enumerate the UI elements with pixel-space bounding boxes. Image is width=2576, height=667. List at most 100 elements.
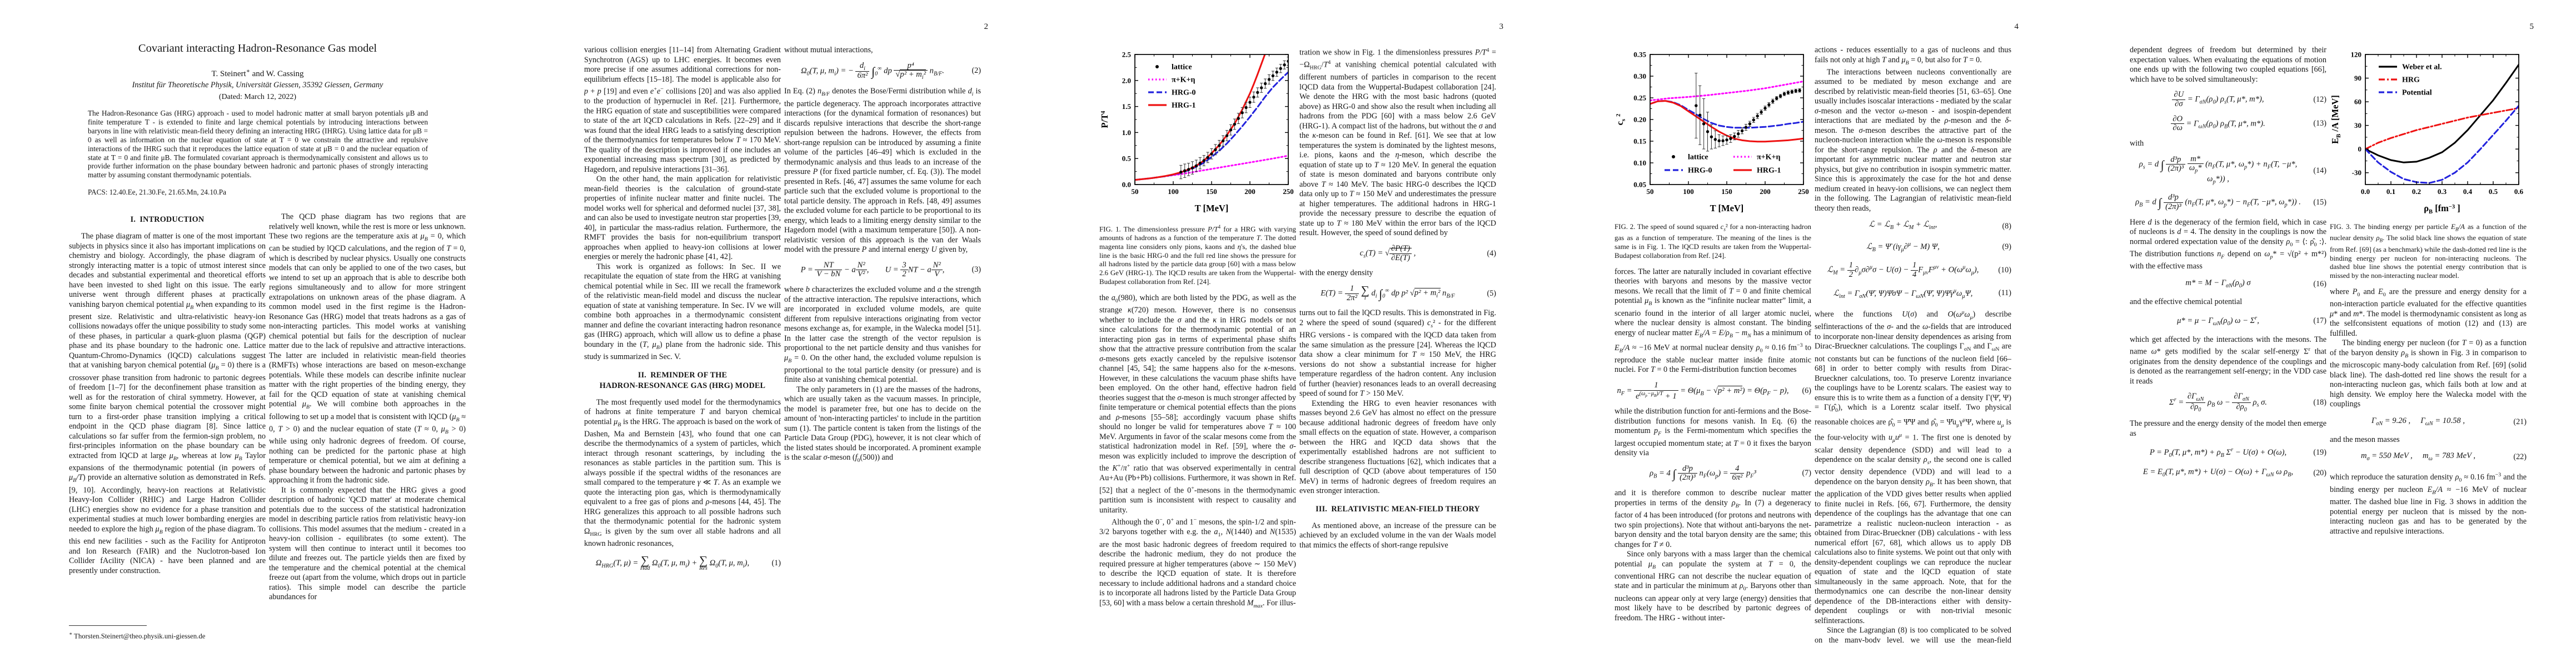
section-heading: I. INTRODUCTION [130,215,205,224]
paragraph: actions - reduces essentially to a gas o… [1815,46,2011,66]
svg-text:EB /A [MeV]: EB /A [MeV] [2330,95,2342,144]
equation-number: (16) [2313,280,2326,289]
column-left: dependent degrees of freedom but determi… [2130,46,2326,643]
svg-text:0.1: 0.1 [2386,187,2395,196]
equation: m* = M − ΓσN(ρ0) σ (16) [2130,278,2326,291]
paragraph: The only parameters in (1) are the masse… [784,385,981,464]
equation: ΩHRG(T, μ) = ∑ Had Ω0(T, μ, mi) + ∑ Res Ω0… [584,553,781,571]
column-right: 0.0 0.1 0.2 0.3 0.4 0.5 0.6 -30 0 30 60 90 120 ρB [fm… [2330,46,2527,643]
figure-plot: 50 100 150 200 250 0.0 0.5 1.0 1.5 2.0 2.5 T [MeV] P… [1099,51,1294,214]
spacer [269,207,466,212]
paragraph: with [2130,139,2144,148]
svg-text:250: 250 [1283,187,1294,196]
equation-body: cs(T) = √ ∂P(T) ∂E(T) , [1359,243,1416,262]
paragraph: It is commonly expected that the HRG giv… [269,485,466,602]
figure: 50 100 150 200 250 0.05 0.10 0.15 0.20 0.25 0.30 0.… [1615,47,1811,261]
equation: cs(T) = √ ∂P(T) ∂E(T) , (4) [1299,243,1496,263]
equation: E(T) = 1 2π² ∑ i di ∫0∞ dp p² √p² + mi² nB… [1299,284,1496,303]
svg-text:π+K+η: π+K+η [1757,153,1781,162]
page-3: 3 50 100 150 200 250 0.0 0.5 1.0 1.5 2.0 2.5 T [MeV]… [1030,0,1546,667]
svg-text:HRG: HRG [2402,76,2420,84]
page-number: 5 [2529,22,2534,31]
svg-text:0.35: 0.35 [1633,51,1646,59]
svg-text:P/T4: P/T4 [1099,111,1110,128]
svg-text:60: 60 [2354,98,2361,106]
footnote-email: ∗ Thorsten.Steinert@theo.physik.uni-gies… [69,625,266,640]
equation-number: (2) [971,66,981,76]
svg-text:0: 0 [2358,145,2362,153]
equation-body: ℒ = ℒB + ℒM + ℒint, [1869,220,1937,231]
svg-text:0.5: 0.5 [1122,155,1132,163]
page-4: 4 50 100 150 200 250 0.05 0.10 0.15 0.20 0.25 0.30 0… [1546,0,2061,667]
svg-text:1.5: 1.5 [1122,102,1132,111]
equation-number: (1) [771,558,781,568]
equation-number: (5) [1487,288,1496,298]
equation-body: nF = 1 e(ωp−μB)/T + 1 = Θ(μB − √p² + m²) … [1617,380,1789,401]
equation-body: E = E0(T, μ*, m*) + U(σ) − O(ω) + ΓωN ω … [2142,467,2294,478]
svg-text:T [MeV]: T [MeV] [1710,203,1744,213]
paragraph: In Eq. (2) nB/F denotes the Bose/Fermi d… [784,87,981,255]
paragraph: The interactions between nucleons conven… [1815,67,2011,213]
page-number: 2 [984,22,989,31]
equation: Σr = ∂ΓωN ∂ρ0 ρB ω − ∂ΓσN ∂ρ0 ρs σ. (18) [2130,392,2326,413]
equation: ℒB = Ψ̄ (iγμ∂μ − M) Ψ, (9) [1815,239,2011,255]
paragraph: where P0 and E0 are the pressure and ene… [2330,287,2527,338]
page-1: I. INTRODUCTION The phase diagram of matt… [0,0,515,667]
equation-body: ∂O ∂ω = ΓωN(ρ0) ρB(T, μ*, m*). [2130,115,2306,133]
figure-caption: FIG. 3. The binding energy per particle … [2330,223,2527,280]
paragraph: The pressure and the energy density of t… [2130,419,2326,438]
svg-text:0.6: 0.6 [2514,187,2524,196]
equation: ρB = 4 ∫ d³p (2π)³ nF(ωp) = 4 6π² pF³ (7) [1615,464,1811,483]
equation: ∂U ∂σ = ΓσN(ρ0) ρs(T, μ*, m*), (12) [2130,90,2326,109]
equation-body: ΩHRG(T, μ) = ∑ Had Ω0(T, μ, mi) + ∑ Res Ω0… [595,553,750,571]
equation: ρs = d ∫ d³p (2π)³ m* ωp* (nF(T, μ*, ωp*) … [2130,155,2326,188]
paper-pacs: PACS: 12.40.Ee, 21.30.Fe, 21.65.Mn, 24.1… [88,188,226,196]
svg-text:lattice: lattice [1688,153,1708,162]
paragraph: while the distribution function for anti… [1615,407,1811,458]
figure-chart: 50 100 150 200 250 0.0 0.5 1.0 1.5 2.0 2.5 T [MeV] P… [1099,47,1296,217]
equation-body: P = P0(T, μ*, m*) + ρB Σr − U(σ) + O(ω), [2149,447,2287,459]
paragraph: Since only baryons with a mass larger th… [1615,550,1811,623]
equation-number: (18) [2313,398,2326,407]
equation: P = P0(T, μ*, m*) + ρB Σr − U(σ) + O(ω),… [2130,445,2326,461]
svg-text:0.3: 0.3 [2438,187,2447,196]
equation-number: (14) [2313,166,2326,176]
column-right: The QCD phase diagram has two regions th… [269,207,466,643]
equation-number: (8) [2002,221,2011,231]
svg-text:0.5: 0.5 [2489,187,2498,196]
svg-text:0.15: 0.15 [1633,137,1646,146]
paragraph: Here d is the degeneracy of the fermion … [2130,217,2326,271]
equation: ℒint = ΓσN(Ψ̄, Ψ)Ψ̄σΨ − ΓωN(Ψ̄, Ψ)Ψ̄γμωμ… [1815,286,2011,302]
section-heading: II. REMINDER OF THE HADRON-RESONANCE GAS … [599,370,766,390]
svg-text:cs 2: cs 2 [1615,114,1627,126]
figure-caption: FIG. 2. The speed of sound squared cs² f… [1615,223,1811,260]
equation: ρB = d ∫ d³p (2π)³ (nF(T, μ*, ωp*) − nF(T… [2130,193,2326,212]
column-left: I. INTRODUCTION The phase diagram of matt… [69,207,266,643]
equation-number: (11) [1998,288,2011,298]
paper-title: Covariant interacting Hadron-Resonance G… [138,42,377,54]
svg-text:50: 50 [1132,187,1139,196]
equation-body: μ* = μ − ΓωN(ρ0) ω − Σr, [2177,315,2259,327]
svg-text:0.4: 0.4 [2463,187,2473,196]
figure: 0.0 0.1 0.2 0.3 0.4 0.5 0.6 -30 0 30 60 90 120 ρB [fm… [2330,47,2527,281]
page-number: 3 [1499,22,1504,31]
column-right: without mutual interactions, Ω0(T, μ, mi)… [784,46,981,643]
paragraph: tration we show in Fig. 1 the dimensionl… [1299,47,1496,238]
equation-body: Σr = ∂ΓωN ∂ρ0 ρB ω − ∂ΓσN ∂ρ0 ρs σ. [2169,392,2267,413]
equation: E = E0(T, μ*, m*) + U(σ) − O(ω) + ΓωN ω … [2130,467,2326,480]
paragraph: On the other hand, the main application … [584,175,781,262]
svg-text:0.25: 0.25 [1633,94,1646,102]
svg-text:30: 30 [2354,121,2361,130]
equation: ∂O ∂ω = ΓωN(ρ0) ρB(T, μ*, m*). (13) [2130,115,2326,133]
svg-text:200: 200 [1760,187,1771,196]
svg-text:HRG-0: HRG-0 [1172,89,1196,97]
equation: mσ = 550 MeV , mω = 783 MeV , (22) [2330,451,2527,464]
svg-text:120: 120 [2351,51,2362,59]
equation-body: ΓσN = 9.26 , ΓωN = 10.58 , [2371,416,2465,427]
equation-number: (17) [2313,316,2326,326]
paragraph: the a0(980), which are both listed by th… [1099,293,1296,515]
paragraph: where the functions U(σ) and O(ωμωμ) des… [1815,309,2011,625]
equation-number: (7) [1802,469,1811,478]
equation-number: (3) [971,265,981,275]
paragraph: with the energy density [1299,268,1373,278]
